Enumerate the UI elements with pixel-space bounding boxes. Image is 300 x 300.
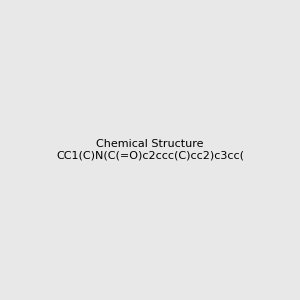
Text: Chemical Structure
CC1(C)N(C(=O)c2ccc(C)cc2)c3cc(: Chemical Structure CC1(C)N(C(=O)c2ccc(C)…	[56, 139, 244, 161]
